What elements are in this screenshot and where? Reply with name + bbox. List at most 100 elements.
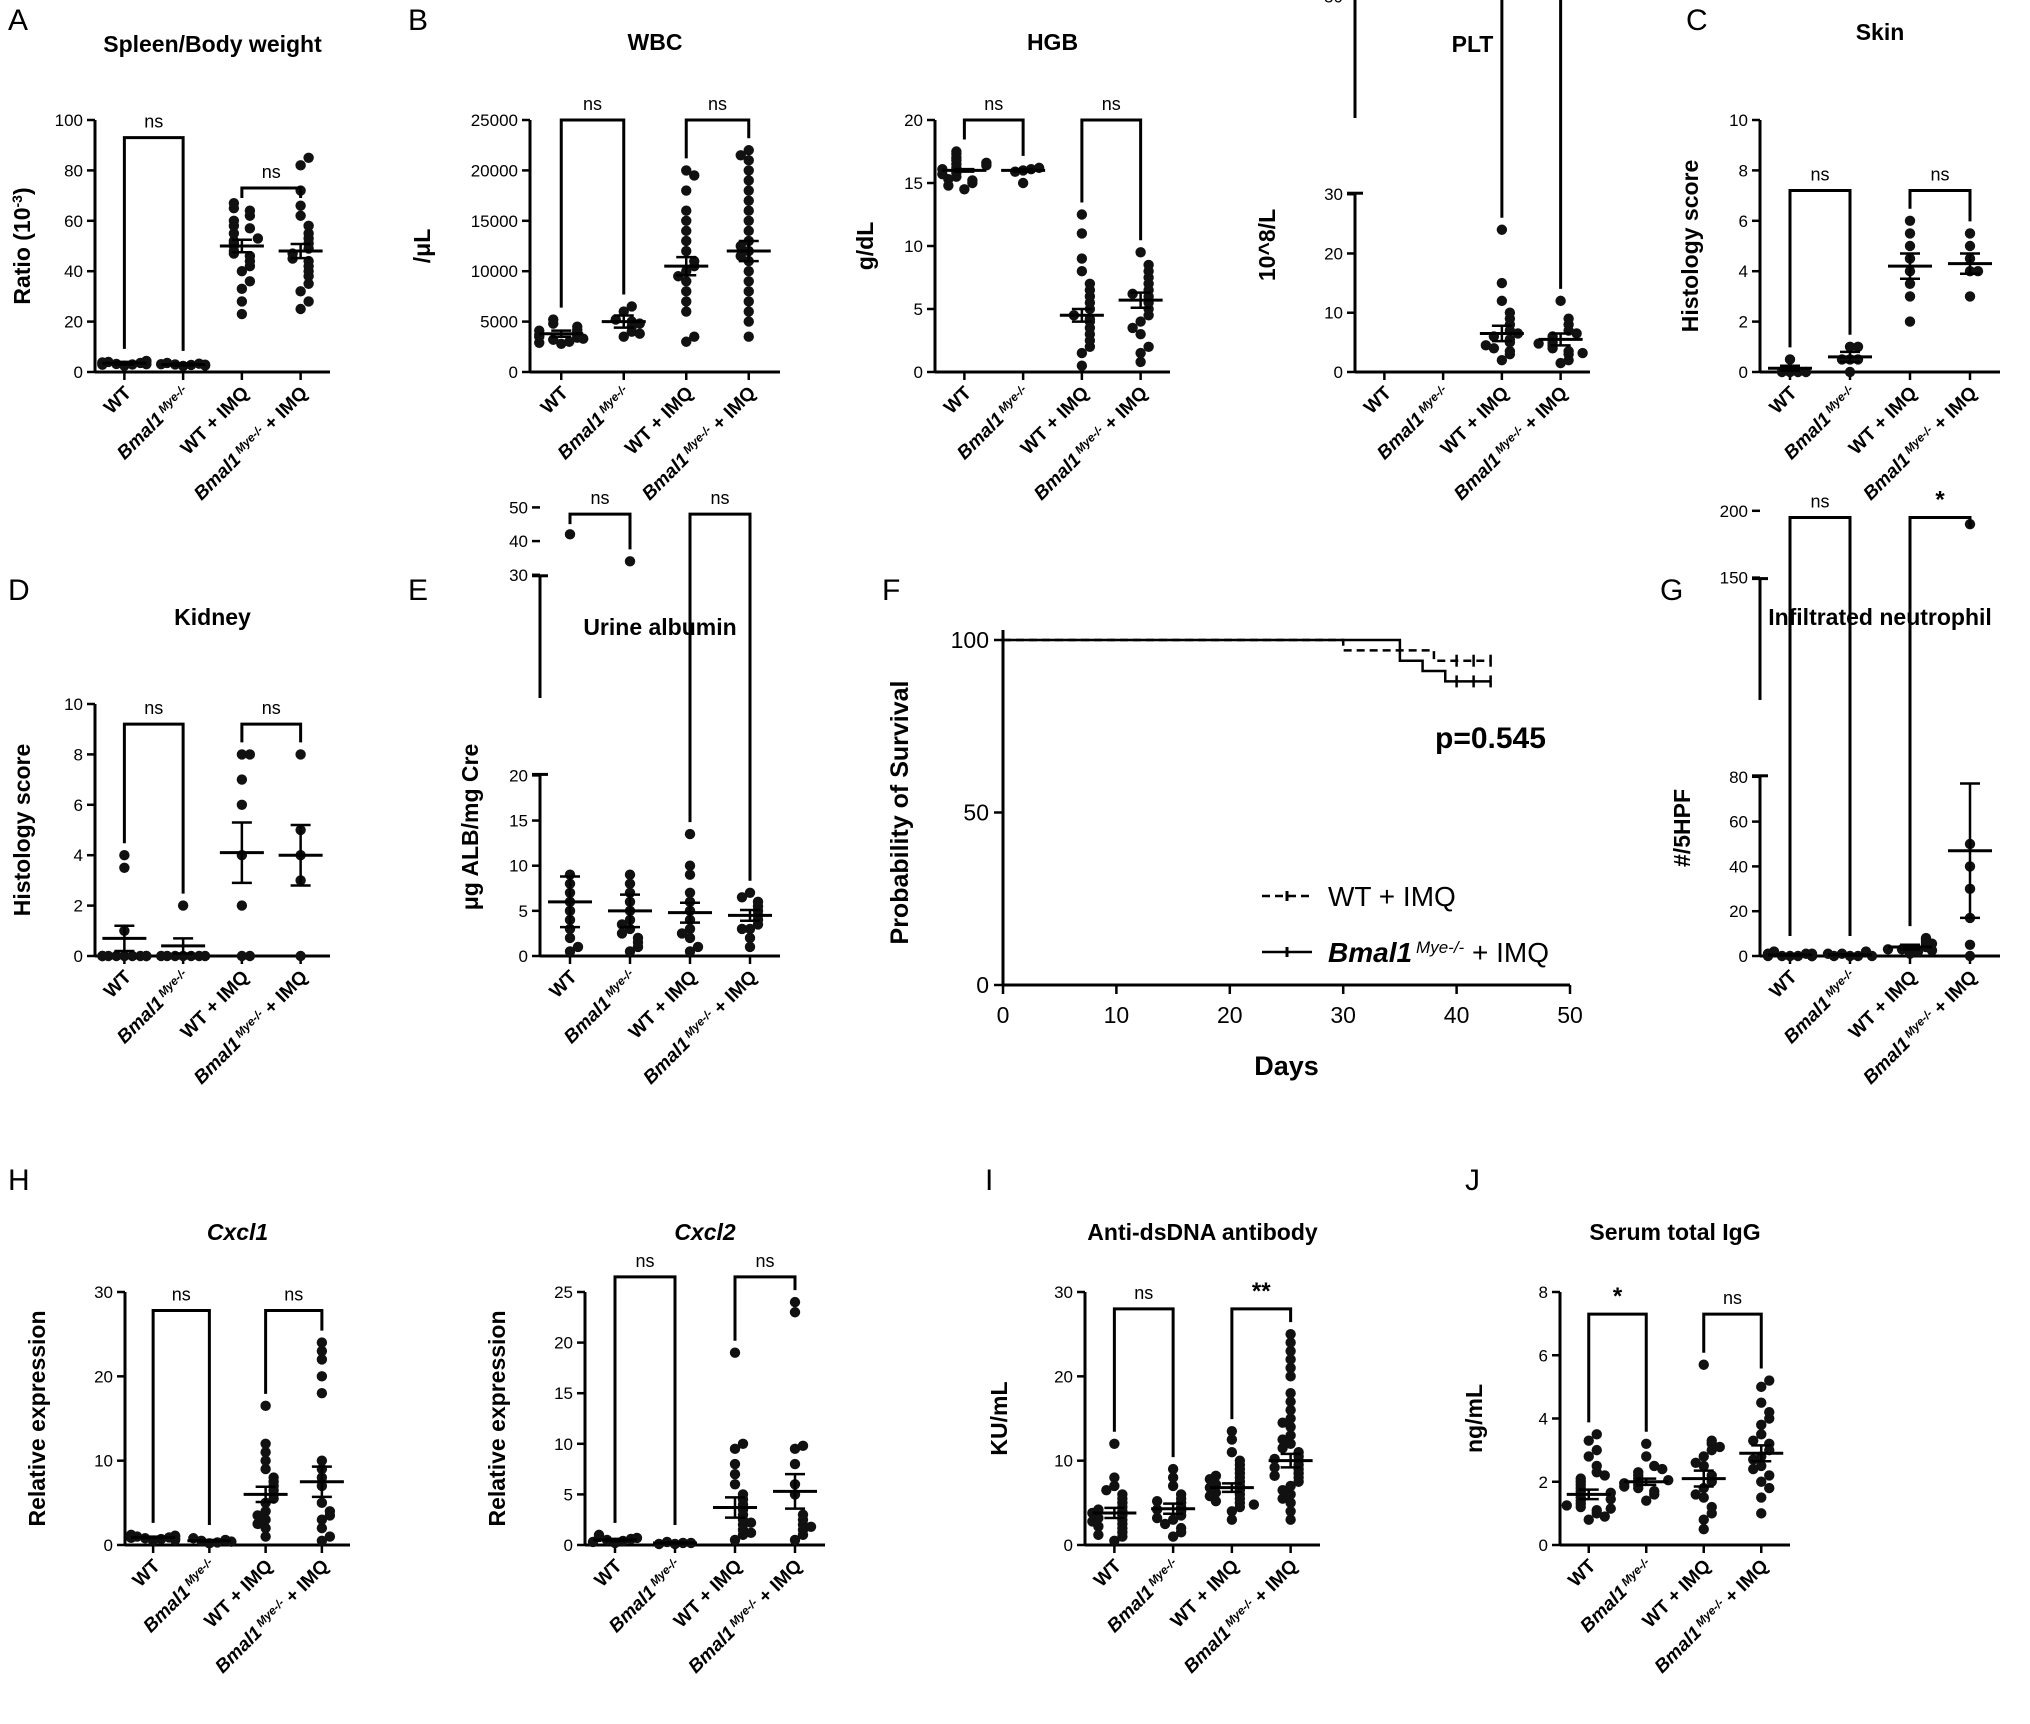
data-point bbox=[681, 185, 692, 196]
data-point bbox=[689, 170, 700, 181]
data-point bbox=[744, 923, 756, 935]
y-tick-label: 40 bbox=[1729, 857, 1748, 876]
significance-bracket bbox=[1788, 515, 1852, 936]
y-tick-label: 0 bbox=[74, 947, 83, 966]
data-point bbox=[303, 296, 314, 307]
y-tick-label: 6 bbox=[1739, 212, 1748, 231]
data-point bbox=[1496, 277, 1508, 289]
data-point bbox=[1714, 1441, 1725, 1453]
data-point bbox=[1496, 295, 1508, 307]
data-point bbox=[316, 1345, 328, 1357]
data-point bbox=[252, 1510, 263, 1521]
y-tick-label: 4 bbox=[1539, 1410, 1548, 1429]
data-point bbox=[1706, 1435, 1717, 1446]
data-point bbox=[1633, 1467, 1644, 1478]
data-point bbox=[1285, 1404, 1296, 1416]
data-point bbox=[1109, 1535, 1120, 1546]
data-point bbox=[743, 175, 754, 186]
data-point bbox=[1226, 1425, 1238, 1437]
group-label-text: WT bbox=[940, 382, 976, 418]
data-point bbox=[1756, 1508, 1767, 1519]
data-point bbox=[252, 233, 264, 244]
y-tick-label: 0 bbox=[564, 1536, 573, 1555]
data-point bbox=[1248, 1499, 1260, 1510]
data-point bbox=[1488, 343, 1500, 354]
y-tick-label: 15 bbox=[904, 174, 923, 193]
data-point bbox=[1571, 328, 1582, 339]
group-label-text: WT bbox=[100, 966, 136, 1002]
data-point bbox=[316, 1522, 328, 1534]
data-point bbox=[692, 941, 704, 953]
data-point bbox=[743, 331, 754, 342]
y-axis-label: Probability of Survival bbox=[886, 681, 914, 945]
chart-title: Infiltrated neutrophil bbox=[1768, 604, 1992, 630]
data-point bbox=[1285, 1506, 1296, 1517]
data-point bbox=[578, 333, 589, 344]
y-tick-label: 50 bbox=[509, 498, 528, 517]
data-point bbox=[1167, 1531, 1179, 1542]
y-tick-label: 0 bbox=[74, 363, 83, 382]
group-label-3: Bmal1Mye-/- + IMQ bbox=[190, 383, 312, 505]
y-tick-label: 5000 bbox=[480, 313, 518, 332]
data-point bbox=[1641, 1451, 1652, 1462]
y-tick-label: 5 bbox=[914, 300, 923, 319]
group-label-text: WT bbox=[100, 382, 136, 418]
data-point bbox=[681, 276, 692, 287]
significance-label: ns bbox=[262, 162, 281, 182]
significance-bracket bbox=[1587, 1312, 1648, 1432]
data-point bbox=[1641, 1495, 1652, 1506]
panel-letter: E bbox=[408, 574, 428, 607]
chart-title: Spleen/Body weight bbox=[103, 31, 322, 57]
data-point bbox=[729, 1443, 741, 1455]
data-point bbox=[1151, 1495, 1163, 1507]
data-point bbox=[1844, 341, 1856, 352]
data-point bbox=[324, 1531, 336, 1542]
data-point bbox=[632, 932, 644, 944]
data-point bbox=[1285, 1514, 1296, 1525]
data-point bbox=[260, 1506, 271, 1517]
group-label-3: Bmal1Mye-/- + IMQ bbox=[1450, 383, 1572, 505]
y-tick-label: 10 bbox=[1729, 111, 1748, 130]
data-point bbox=[1583, 1435, 1594, 1446]
data-point bbox=[1844, 366, 1856, 378]
y-tick-label: 30 bbox=[94, 1283, 113, 1302]
data-point bbox=[1964, 291, 1976, 302]
group-label-text: WT bbox=[1090, 1555, 1126, 1591]
data-point bbox=[616, 928, 628, 939]
group-label-text: WT bbox=[1766, 966, 1802, 1002]
data-point bbox=[1269, 1453, 1280, 1465]
group-label-3: Bmal1Mye-/- + IMQ bbox=[640, 967, 762, 1089]
data-point bbox=[324, 1506, 336, 1517]
data-point bbox=[228, 215, 240, 226]
data-point bbox=[1583, 1514, 1594, 1525]
data-point bbox=[735, 250, 746, 262]
group-label-0: WT bbox=[1766, 966, 1802, 1002]
data-point bbox=[1087, 1516, 1098, 1527]
data-point bbox=[1764, 1406, 1775, 1418]
data-point bbox=[1143, 341, 1154, 352]
y-tick-label: 50 bbox=[963, 800, 989, 826]
y-tick-label: 8 bbox=[1539, 1283, 1548, 1302]
significance-bracket bbox=[568, 512, 632, 550]
data-point bbox=[624, 869, 636, 880]
data-point bbox=[624, 946, 636, 957]
data-point bbox=[295, 950, 306, 962]
data-point bbox=[155, 950, 167, 962]
y-tick-label: 6 bbox=[1539, 1346, 1548, 1365]
data-point bbox=[244, 749, 256, 760]
data-point bbox=[1649, 1486, 1660, 1497]
data-point bbox=[260, 1438, 271, 1450]
data-point bbox=[111, 950, 122, 962]
significance-label: ns bbox=[583, 94, 602, 114]
data-point bbox=[1563, 313, 1574, 324]
data-point bbox=[1504, 307, 1516, 318]
chart-kidney: D Kidney Histology score 0 2 4 6 8 10 WT Bmal1Mye-… bbox=[8, 574, 330, 1089]
data-point bbox=[236, 900, 248, 911]
data-point bbox=[626, 301, 637, 312]
y-tick-label: 20 bbox=[1054, 1367, 1073, 1386]
data-point bbox=[1109, 1438, 1120, 1450]
y-axis-label: 10^8/L bbox=[1254, 209, 1280, 281]
